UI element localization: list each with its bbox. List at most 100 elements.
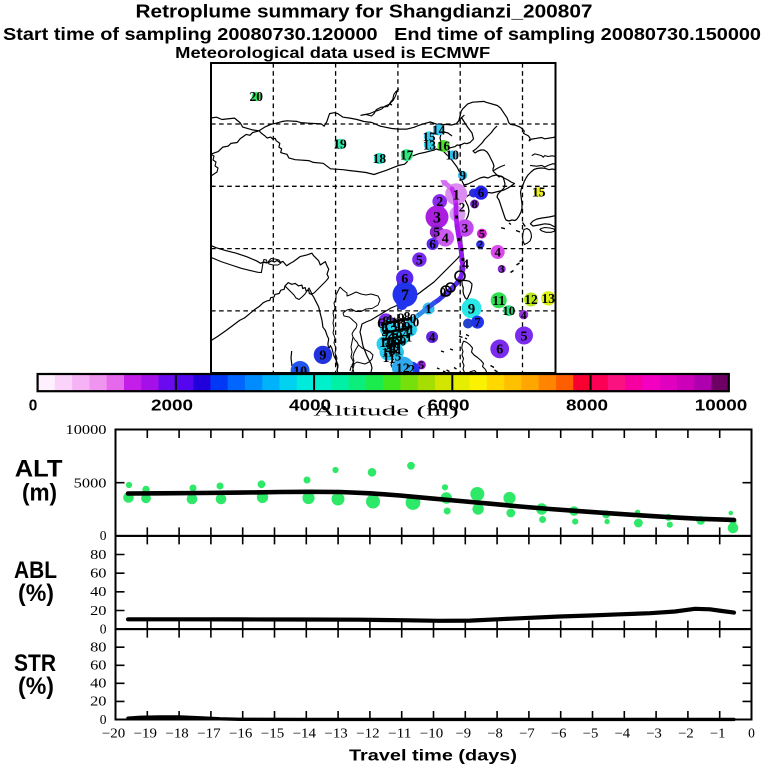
svg-text:−3: −3 — [646, 726, 662, 741]
svg-text:10: 10 — [502, 303, 515, 318]
svg-text:0: 0 — [100, 528, 107, 543]
svg-text:−16: −16 — [229, 726, 253, 741]
svg-text:Retroplume summary for Shangdi: Retroplume summary for Shangdianzi_20080… — [136, 1, 593, 22]
svg-text:5: 5 — [395, 348, 402, 363]
svg-text:3: 3 — [433, 209, 441, 226]
svg-text:0: 0 — [393, 340, 400, 355]
svg-text:−12: −12 — [356, 726, 379, 741]
svg-text:6: 6 — [496, 343, 503, 358]
svg-text:8: 8 — [472, 197, 478, 211]
svg-text:4: 4 — [442, 232, 449, 247]
svg-text:2000: 2000 — [151, 398, 193, 415]
svg-text:1: 1 — [401, 316, 408, 331]
svg-text:0: 0 — [748, 726, 755, 741]
svg-text:11: 11 — [492, 294, 505, 309]
svg-text:1: 1 — [396, 342, 403, 357]
svg-text:10000: 10000 — [66, 422, 107, 437]
svg-text:1: 1 — [379, 335, 387, 351]
svg-text:2: 2 — [436, 195, 443, 210]
svg-text:8000: 8000 — [566, 398, 608, 415]
svg-text:5: 5 — [521, 329, 528, 344]
svg-text:5000: 5000 — [74, 475, 107, 490]
svg-text:8: 8 — [382, 315, 389, 330]
svg-text:−2: −2 — [678, 726, 694, 741]
svg-text:17: 17 — [400, 148, 414, 163]
svg-text:4: 4 — [462, 257, 469, 272]
svg-text:0: 0 — [100, 712, 107, 727]
svg-text:5: 5 — [433, 225, 440, 240]
svg-text:1: 1 — [406, 329, 413, 344]
svg-text:80: 80 — [90, 547, 107, 562]
svg-text:7: 7 — [382, 327, 390, 344]
svg-text:−13: −13 — [324, 726, 348, 741]
svg-text:−15: −15 — [261, 726, 285, 741]
svg-text:12: 12 — [396, 361, 410, 376]
svg-text:4: 4 — [429, 330, 436, 344]
svg-text:1: 1 — [408, 322, 415, 337]
svg-text:−11: −11 — [388, 726, 411, 741]
svg-text:5: 5 — [479, 227, 485, 241]
svg-text:9: 9 — [468, 301, 476, 317]
svg-text:6: 6 — [429, 236, 436, 251]
svg-text:20: 20 — [90, 694, 107, 709]
svg-text:−18: −18 — [165, 726, 189, 741]
svg-text:0: 0 — [413, 314, 420, 329]
svg-text:3: 3 — [462, 220, 469, 235]
svg-text:(m): (m) — [22, 480, 57, 507]
svg-text:10: 10 — [446, 148, 460, 163]
svg-text:15: 15 — [423, 129, 437, 144]
svg-text:−19: −19 — [134, 726, 158, 741]
svg-text:1: 1 — [383, 321, 390, 336]
svg-text:−17: −17 — [197, 726, 221, 741]
svg-text:6: 6 — [387, 332, 395, 348]
svg-text:20: 20 — [249, 89, 263, 104]
svg-text:4000: 4000 — [289, 398, 331, 415]
svg-text:6: 6 — [401, 272, 408, 287]
svg-text:7: 7 — [401, 287, 409, 304]
svg-text:ALT: ALT — [15, 456, 63, 483]
svg-text:1: 1 — [425, 302, 431, 316]
svg-text:80: 80 — [90, 639, 107, 654]
svg-text:13: 13 — [542, 291, 556, 306]
svg-text:10: 10 — [293, 364, 307, 379]
svg-text:−8: −8 — [487, 726, 503, 741]
svg-text:Travel time (days): Travel time (days) — [349, 748, 517, 765]
svg-text:ABL: ABL — [14, 557, 57, 584]
svg-text:−10: −10 — [420, 726, 444, 741]
svg-text:20: 20 — [90, 603, 107, 618]
svg-text:4: 4 — [386, 313, 393, 328]
svg-text:−4: −4 — [615, 726, 631, 741]
svg-text:0: 0 — [397, 320, 405, 336]
svg-text:−14: −14 — [293, 726, 317, 741]
svg-text:8: 8 — [404, 310, 411, 325]
svg-text:15: 15 — [532, 185, 546, 200]
svg-text:8: 8 — [393, 316, 401, 332]
svg-text:Altitude (m): Altitude (m) — [313, 403, 458, 420]
svg-text:1: 1 — [383, 351, 390, 366]
svg-text:19: 19 — [333, 137, 347, 152]
svg-text:−9: −9 — [456, 726, 472, 741]
svg-text:4: 4 — [403, 327, 410, 342]
svg-text:2: 2 — [408, 362, 415, 377]
svg-text:−6: −6 — [551, 726, 567, 741]
svg-text:−1: −1 — [710, 726, 726, 741]
svg-text:1: 1 — [390, 315, 398, 331]
svg-text:−20: −20 — [102, 726, 126, 741]
svg-text:Start time of sampling 2008073: Start time of sampling 20080730.120000 E… — [3, 24, 761, 44]
svg-text:−5: −5 — [583, 726, 599, 741]
svg-text:0: 0 — [100, 621, 107, 636]
svg-text:16: 16 — [437, 139, 451, 154]
svg-text:40: 40 — [90, 676, 107, 691]
svg-text:4: 4 — [521, 308, 527, 322]
svg-text:0: 0 — [440, 284, 447, 299]
svg-text:4: 4 — [494, 244, 501, 259]
svg-text:1: 1 — [452, 187, 460, 203]
svg-text:1: 1 — [389, 352, 396, 367]
svg-text:13: 13 — [423, 137, 437, 152]
svg-text:60: 60 — [90, 565, 107, 580]
svg-text:9: 9 — [319, 349, 326, 364]
svg-text:2: 2 — [385, 341, 392, 356]
svg-text:(%): (%) — [18, 673, 54, 700]
svg-text:(%): (%) — [18, 580, 54, 607]
svg-text:STR: STR — [14, 650, 56, 677]
